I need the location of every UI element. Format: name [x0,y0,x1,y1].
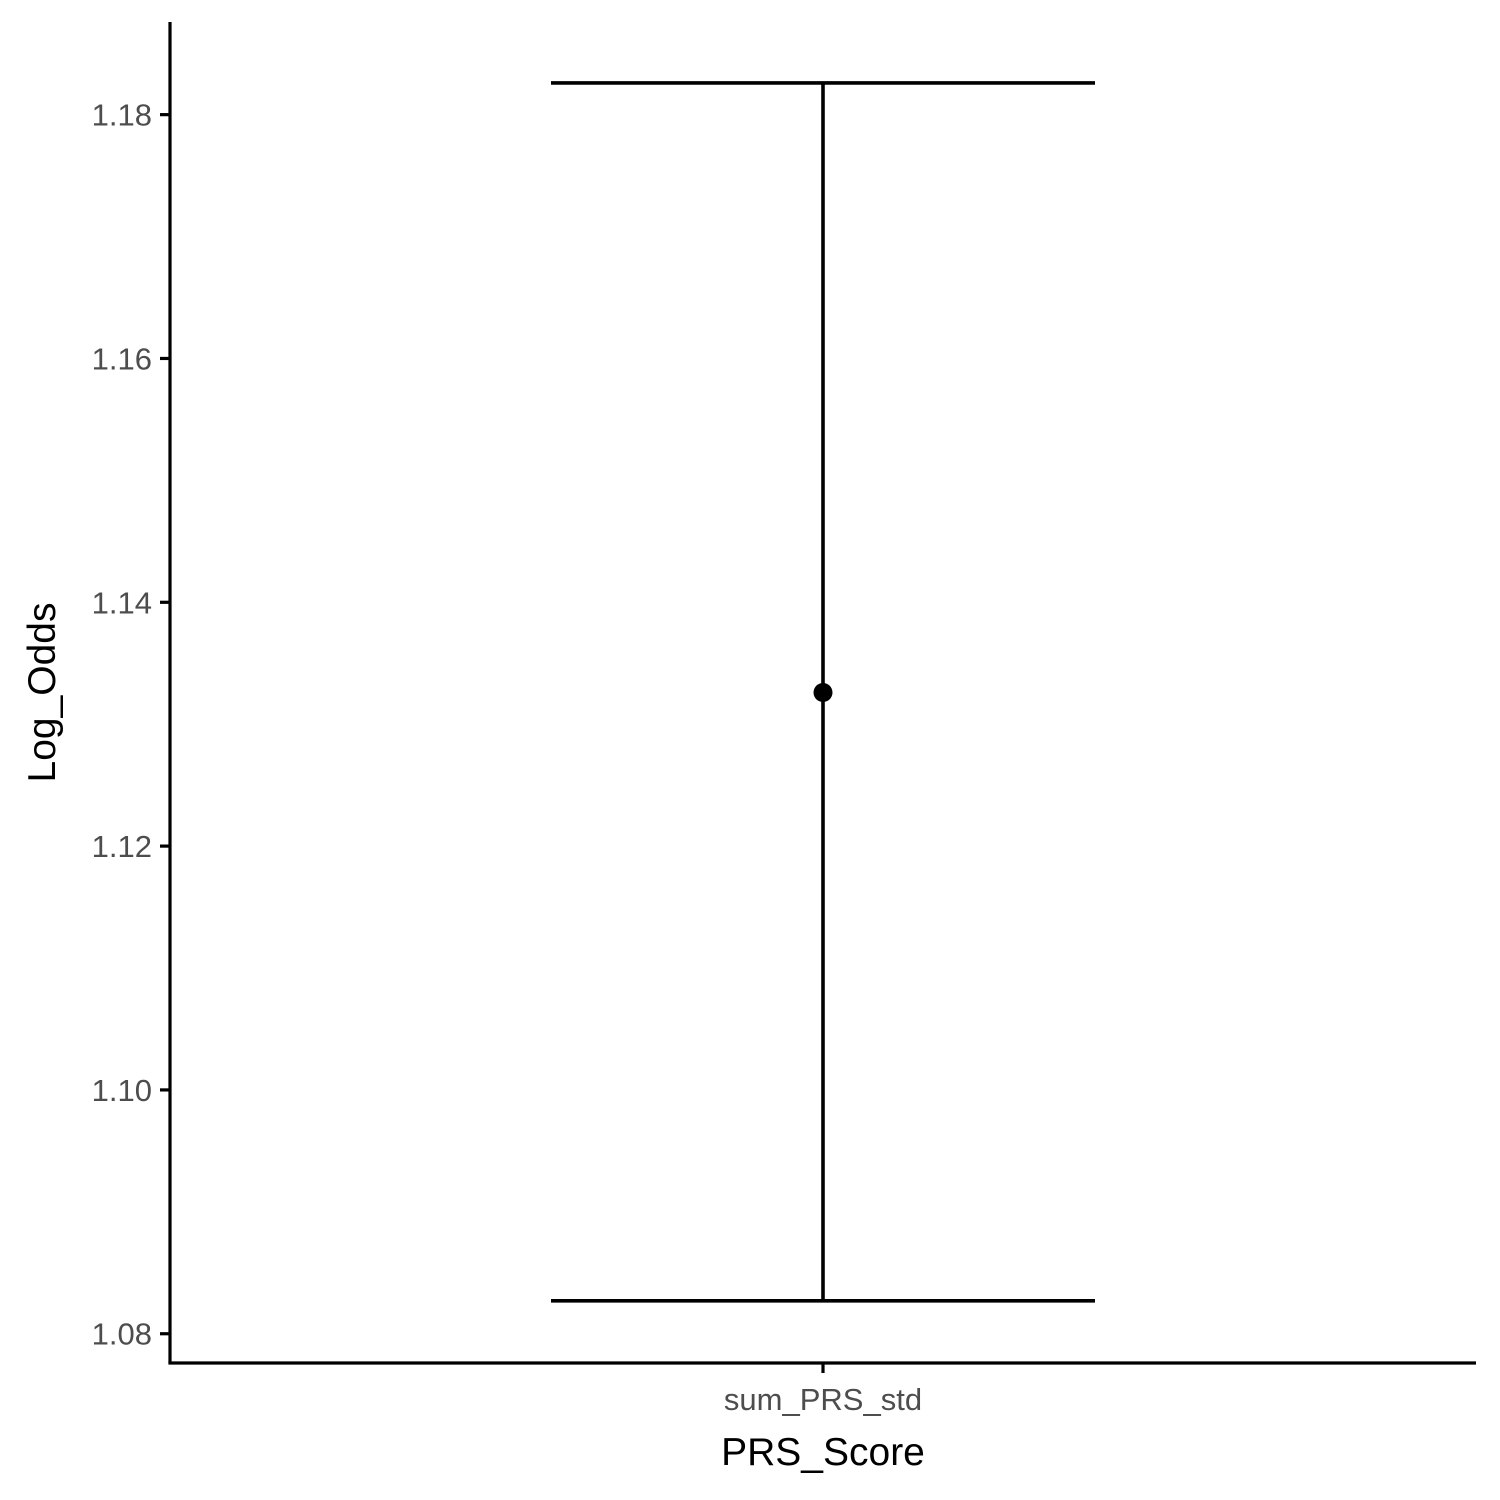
y-tick-label: 1.14 [92,585,152,620]
x-axis-ticks: sum_PRS_std [724,1363,922,1417]
x-axis-title: PRS_Score [721,1431,925,1474]
y-tick-label: 1.16 [92,341,152,376]
y-tick-label: 1.10 [92,1073,152,1108]
plot-marks [551,81,1095,1303]
y-tick-label: 1.08 [92,1317,152,1352]
estimate-point [813,683,833,702]
x-tick-label: sum_PRS_std [724,1382,922,1417]
y-axis-ticks: 1.08 1.10 1.12 1.14 1.16 1.18 [92,98,170,1352]
y-axis-title: Log_Odds [21,603,64,783]
y-tick-label: 1.18 [92,98,152,133]
y-tick-label: 1.12 [92,829,152,864]
